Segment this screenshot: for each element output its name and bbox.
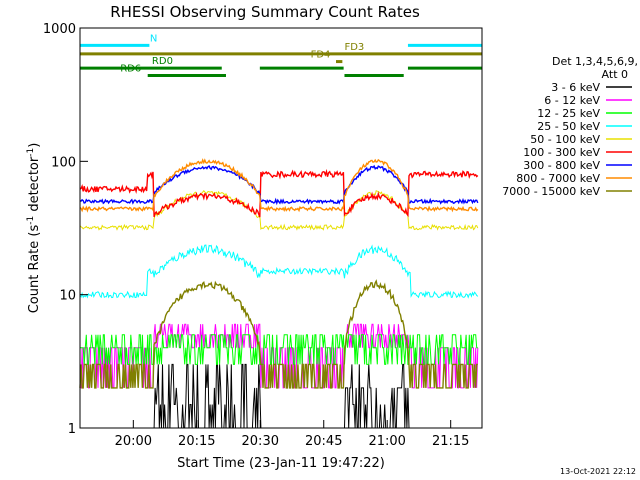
legend-label-2: 6 - 12 keV: [544, 94, 600, 107]
axis-ticks: 20:00 20:15 20:30 20:45 21:00 21:15 1 10 100 1000: [43, 22, 470, 449]
legend-label-1: 3 - 6 keV: [551, 81, 600, 94]
generation-timestamp: 13-Oct-2021 22:12: [560, 467, 636, 476]
plot-frame: [79, 27, 483, 429]
legend-label-5: 50 - 100 keV: [530, 133, 600, 146]
flag-label-rd0: RD0: [152, 56, 173, 67]
series-line-5: [79, 190, 479, 231]
series-line-4: [79, 244, 479, 299]
x-tick-label-1: 20:00: [115, 434, 152, 449]
x-tick-label-2: 20:15: [178, 434, 215, 449]
y-tick-label-4: 1000: [43, 22, 76, 37]
x-tick-label-5: 21:00: [368, 434, 405, 449]
x-tick-label-3: 20:30: [242, 434, 279, 449]
x-tick-label-4: 20:45: [305, 434, 342, 449]
x-axis-label: Start Time (23-Jan-11 19:47:22): [177, 456, 385, 471]
legend-label-7: 300 - 800 keV: [523, 159, 600, 172]
y-tick-label-1: 1: [68, 422, 76, 437]
y-tick-label-3: 100: [51, 155, 76, 170]
chart-title: RHESSI Observing Summary Count Rates: [110, 3, 420, 21]
flag-label-rd6: RD6: [120, 64, 141, 75]
legend-label-3: 12 - 25 keV: [537, 107, 600, 120]
series-line-7: [80, 164, 479, 206]
x-tick-label-6: 21:15: [432, 434, 469, 449]
y-tick-label-2: 10: [59, 289, 76, 304]
legend-label-6: 100 - 300 keV: [523, 146, 600, 159]
series-line-6: [79, 168, 479, 218]
series-line-3: [80, 334, 478, 365]
flag-label-fd3: FD3: [344, 42, 364, 53]
plot-area: N FD3 FD4 RD0 RD6: [79, 33, 482, 429]
flag-label-n: N: [150, 33, 157, 44]
legend-header-line-2: Att 0: [602, 68, 628, 81]
legend-label-4: 25 - 50 keV: [537, 120, 600, 133]
flag-label-fd4: FD4: [311, 50, 331, 61]
legend-label-9: 7000 - 15000 keV: [502, 185, 600, 198]
y-axis-label: Count Rate (s-1 detector-1): [26, 143, 42, 314]
legend-label-8: 800 - 7000 keV: [516, 172, 600, 185]
series-line-8: [79, 158, 479, 213]
legend-header-line-1: Det 1,3,4,5,6,9,: [552, 55, 638, 68]
series-line-9: [79, 279, 478, 389]
